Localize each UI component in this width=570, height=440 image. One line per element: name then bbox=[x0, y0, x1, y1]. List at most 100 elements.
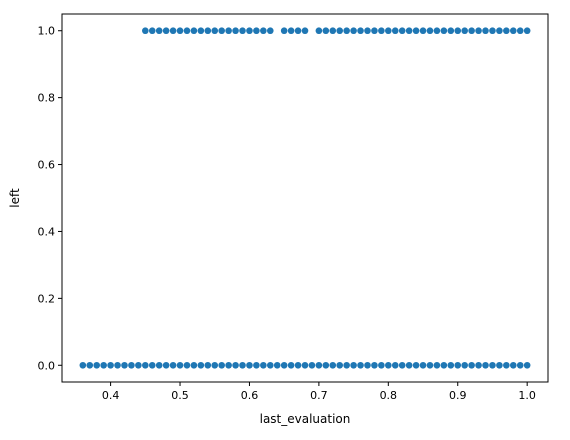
y-tick-label: 1.0 bbox=[38, 25, 56, 38]
x-tick-label: 0.6 bbox=[241, 389, 259, 402]
scatter-point bbox=[309, 362, 316, 369]
scatter-point bbox=[496, 362, 503, 369]
scatter-point bbox=[246, 362, 253, 369]
scatter-point bbox=[323, 27, 330, 34]
scatter-point bbox=[128, 362, 135, 369]
scatter-point bbox=[420, 362, 427, 369]
x-tick-label: 0.8 bbox=[380, 389, 398, 402]
y-tick-label: 0.2 bbox=[38, 292, 56, 305]
scatter-point bbox=[343, 27, 350, 34]
scatter-point bbox=[524, 27, 531, 34]
scatter-point bbox=[406, 362, 413, 369]
scatter-point bbox=[385, 27, 392, 34]
scatter-point bbox=[267, 27, 274, 34]
scatter-point bbox=[503, 27, 510, 34]
scatter-point bbox=[503, 362, 510, 369]
scatter-point bbox=[399, 27, 406, 34]
scatter-point bbox=[142, 27, 149, 34]
scatter-point bbox=[177, 362, 184, 369]
scatter-point bbox=[205, 362, 212, 369]
scatter-point bbox=[468, 27, 475, 34]
scatter-point bbox=[135, 362, 142, 369]
scatter-point bbox=[80, 362, 87, 369]
scatter-point bbox=[364, 362, 371, 369]
scatter-point bbox=[149, 27, 156, 34]
x-tick-label: 0.7 bbox=[310, 389, 328, 402]
scatter-point bbox=[246, 27, 253, 34]
scatter-point bbox=[239, 362, 246, 369]
scatter-point bbox=[510, 362, 517, 369]
points-layer bbox=[80, 27, 531, 368]
scatter-point bbox=[517, 27, 524, 34]
scatter-point bbox=[295, 362, 302, 369]
scatter-point bbox=[211, 27, 218, 34]
scatter-point bbox=[253, 362, 260, 369]
scatter-point bbox=[191, 362, 198, 369]
scatter-point bbox=[350, 362, 357, 369]
x-tick-label: 0.9 bbox=[449, 389, 467, 402]
scatter-point bbox=[378, 27, 385, 34]
scatter-point bbox=[114, 362, 121, 369]
scatter-point bbox=[454, 27, 461, 34]
scatter-point bbox=[489, 27, 496, 34]
scatter-point bbox=[281, 27, 288, 34]
scatter-point bbox=[302, 362, 309, 369]
scatter-point bbox=[142, 362, 149, 369]
scatter-point bbox=[191, 27, 198, 34]
scatter-point bbox=[163, 27, 170, 34]
scatter-point bbox=[184, 362, 191, 369]
scatter-point bbox=[205, 27, 212, 34]
scatter-point bbox=[107, 362, 114, 369]
plot-frame bbox=[62, 14, 548, 382]
x-tick-label: 1.0 bbox=[518, 389, 536, 402]
scatter-point bbox=[364, 27, 371, 34]
scatter-point bbox=[413, 27, 420, 34]
scatter-point bbox=[350, 27, 357, 34]
scatter-point bbox=[441, 362, 448, 369]
scatter-point bbox=[413, 362, 420, 369]
scatter-point bbox=[371, 362, 378, 369]
scatter-point bbox=[225, 27, 232, 34]
scatter-point bbox=[121, 362, 128, 369]
scatter-point bbox=[267, 362, 274, 369]
scatter-point bbox=[343, 362, 350, 369]
scatter-point bbox=[295, 27, 302, 34]
scatter-point bbox=[316, 362, 323, 369]
scatter-point bbox=[336, 362, 343, 369]
scatter-point bbox=[482, 27, 489, 34]
scatter-point bbox=[524, 362, 531, 369]
scatter-point bbox=[496, 27, 503, 34]
scatter-point bbox=[517, 362, 524, 369]
scatter-point bbox=[232, 362, 239, 369]
scatter-point bbox=[336, 27, 343, 34]
scatter-point bbox=[323, 362, 330, 369]
scatter-point bbox=[218, 362, 225, 369]
scatter-point bbox=[461, 27, 468, 34]
scatter-point bbox=[184, 27, 191, 34]
scatter-point bbox=[218, 27, 225, 34]
scatter-point bbox=[281, 362, 288, 369]
scatter-point bbox=[260, 27, 267, 34]
scatter-point bbox=[357, 27, 364, 34]
y-tick-label: 0.0 bbox=[38, 359, 56, 372]
scatter-point bbox=[86, 362, 93, 369]
y-tick-label: 0.8 bbox=[38, 92, 56, 105]
scatter-point bbox=[399, 362, 406, 369]
scatter-point bbox=[170, 362, 177, 369]
scatter-point bbox=[316, 27, 323, 34]
scatter-point bbox=[489, 362, 496, 369]
scatter-point bbox=[427, 27, 434, 34]
scatter-point bbox=[239, 27, 246, 34]
scatter-point bbox=[475, 27, 482, 34]
scatter-point bbox=[93, 362, 100, 369]
y-tick-label: 0.6 bbox=[38, 159, 56, 172]
scatter-point bbox=[177, 27, 184, 34]
scatter-point bbox=[468, 362, 475, 369]
scatter-point bbox=[163, 362, 170, 369]
y-tick-label: 0.4 bbox=[38, 225, 56, 238]
x-tick-label: 0.4 bbox=[102, 389, 120, 402]
scatter-point bbox=[225, 362, 232, 369]
scatter-point bbox=[198, 27, 205, 34]
scatter-point bbox=[454, 362, 461, 369]
